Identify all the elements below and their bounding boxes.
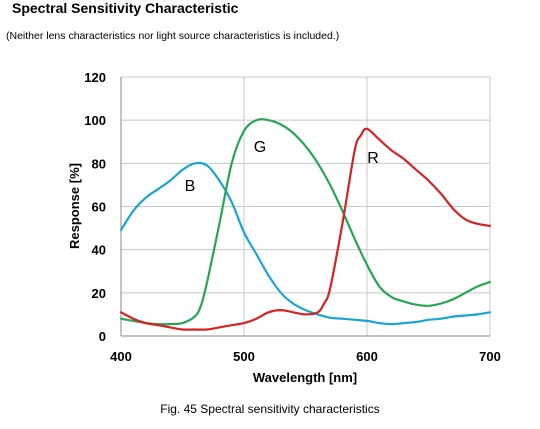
spectral-sensitivity-chart: B G R 0 20 40 60 80 100 120 400 500 600 700 Waveleng…: [67, 70, 501, 385]
y-tick-label: 0: [99, 329, 106, 344]
y-tick-label: 60: [92, 200, 106, 215]
x-tick-label: 400: [110, 349, 132, 364]
series-line-r: [119, 127, 492, 331]
series-label-layer: B G R: [185, 139, 379, 195]
series-label-g: G: [254, 139, 266, 156]
x-axis-title: Wavelength [nm]: [253, 370, 357, 385]
document-title: Spectral Sensitivity Characteristic: [12, 0, 239, 16]
y-tick-label: 20: [92, 286, 106, 301]
y-tick-label: 80: [92, 156, 106, 171]
tick-layer: 0 20 40 60 80 100 120 400 500 600 700: [84, 70, 501, 364]
y-axis-title: Response [%]: [67, 163, 82, 249]
series-label-b: B: [185, 178, 196, 195]
y-tick-label: 100: [84, 113, 106, 128]
grid-layer: [120, 76, 491, 337]
series-line-g: [119, 118, 492, 326]
x-tick-label: 700: [479, 349, 501, 364]
series-line-b: [119, 161, 492, 326]
y-tick-label: 120: [84, 70, 106, 85]
document-note: (Neither lens characteristics nor light …: [6, 30, 340, 42]
figure-caption: Fig. 45 Spectral sensitivity characteris…: [160, 402, 380, 416]
x-tick-label: 600: [356, 349, 378, 364]
y-tick-label: 40: [92, 243, 106, 258]
series-label-r: R: [367, 150, 379, 167]
series-layer: [119, 118, 492, 331]
x-tick-label: 500: [233, 349, 255, 364]
